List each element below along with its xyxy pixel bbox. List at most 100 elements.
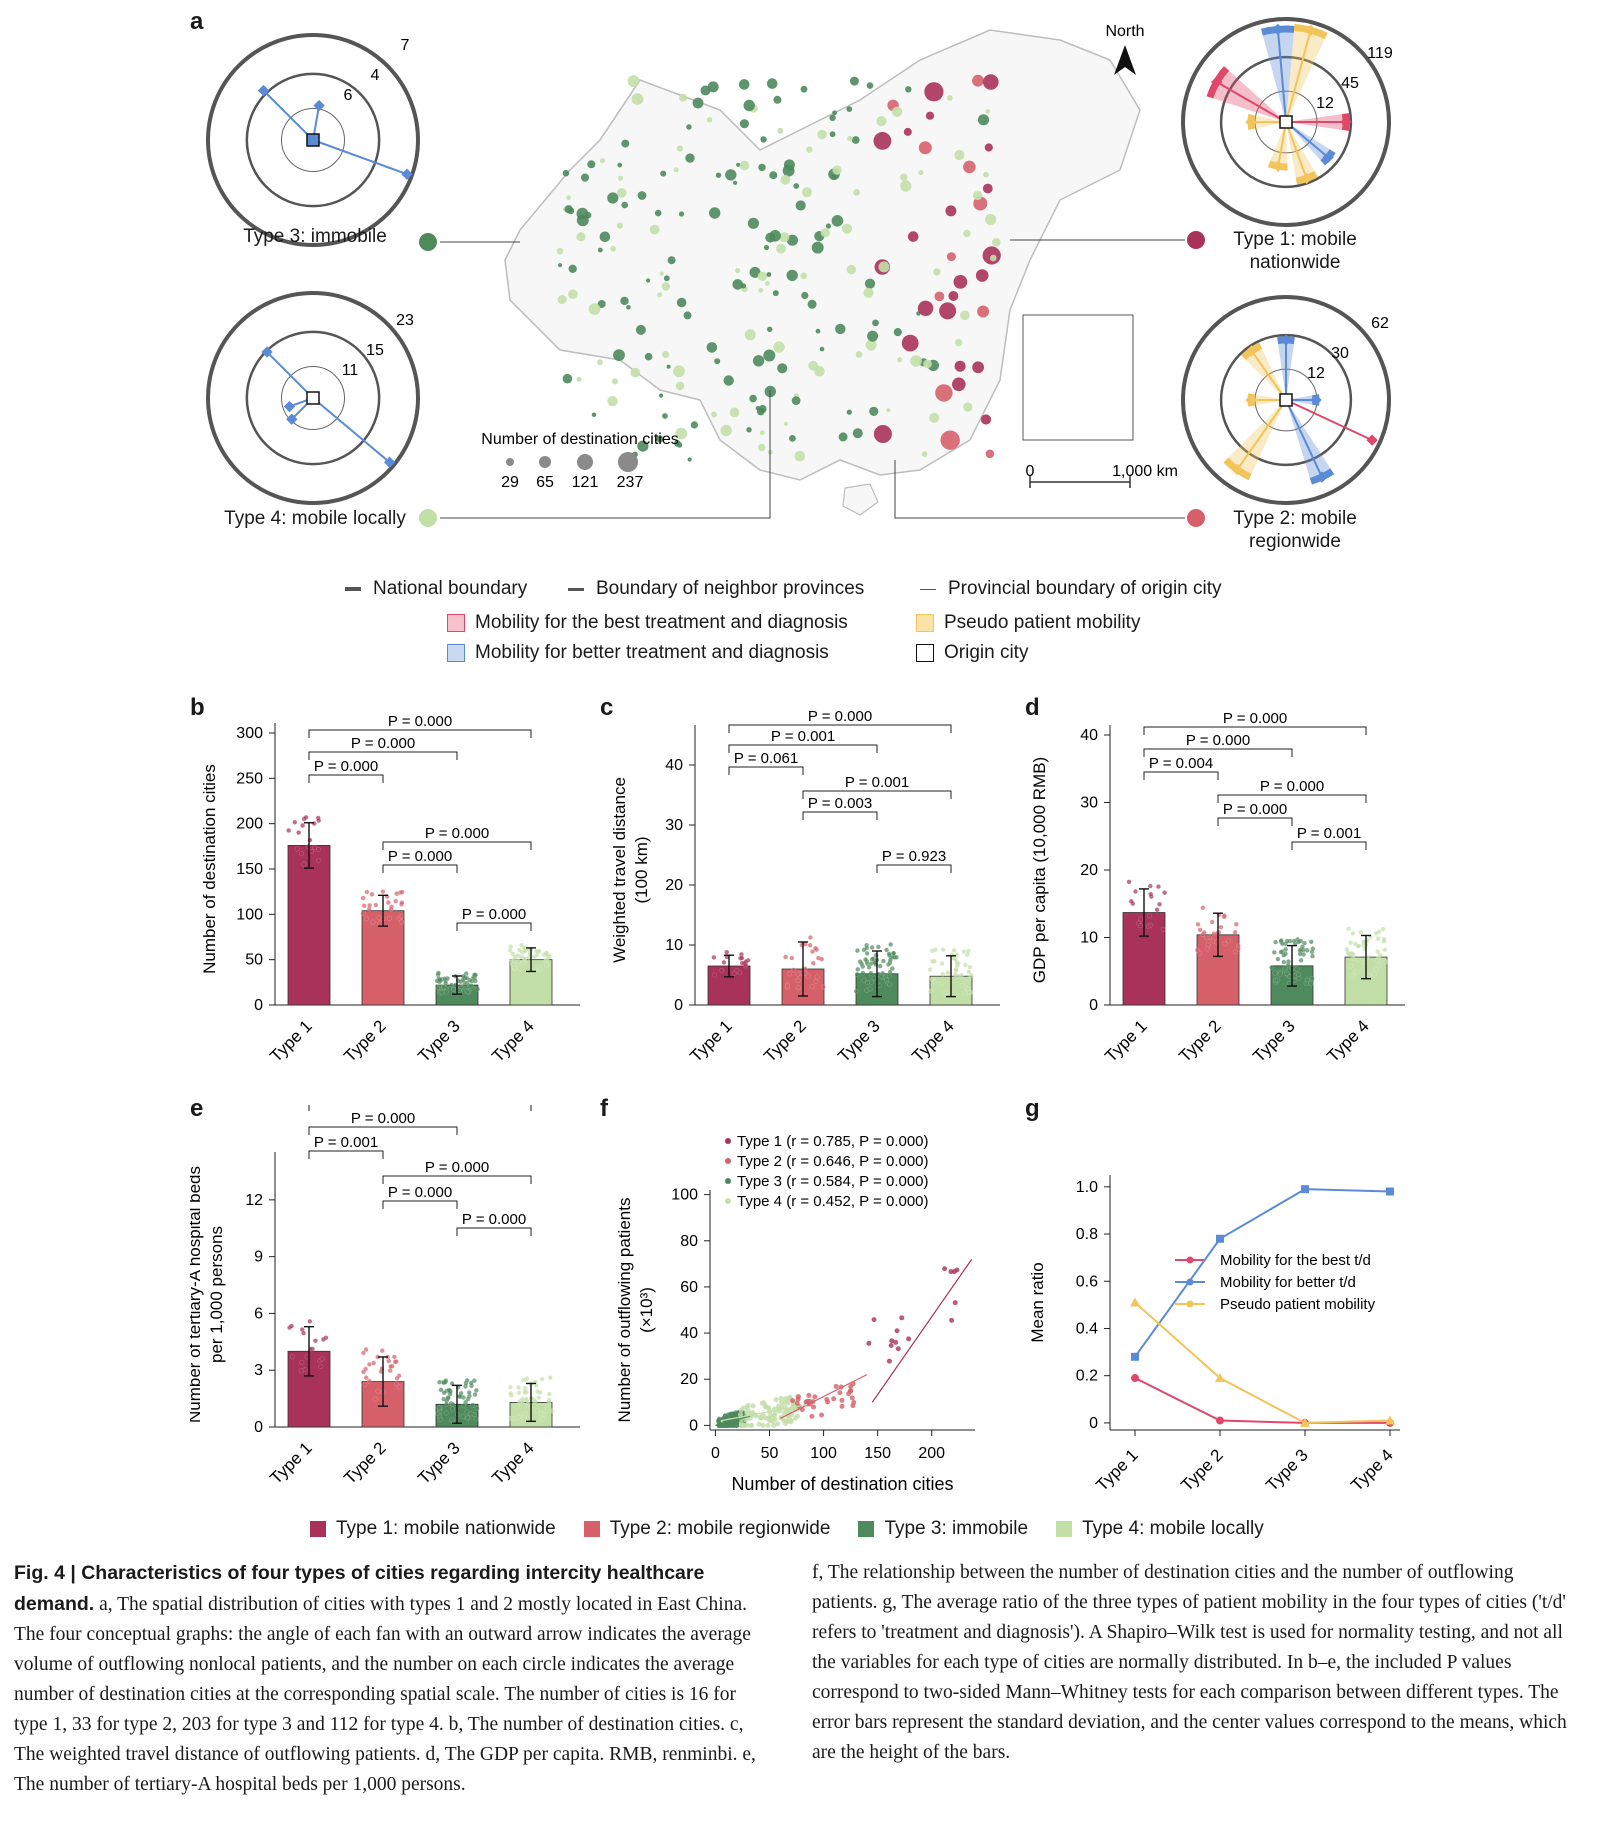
data-point (1273, 939, 1278, 945)
series-marker (1131, 1352, 1139, 1361)
y-tick-label: 250 (236, 770, 263, 787)
legend-marker (725, 1158, 731, 1164)
map-city-dot (749, 266, 761, 278)
map-city-dot (815, 328, 821, 334)
data-point (953, 956, 958, 962)
significance-bracket (1217, 817, 1293, 826)
arrow-head (1300, 172, 1313, 185)
mobility-fan (1286, 122, 1316, 182)
map-city-dot (921, 451, 928, 457)
scatter-point (750, 1410, 756, 1416)
map-city-dot (769, 230, 781, 242)
data-point (821, 984, 826, 990)
data-point (789, 955, 795, 961)
panel-label-f: f (600, 1095, 608, 1122)
y-axis-label: Number of outflowing patients (×10³) (615, 1198, 656, 1423)
data-point (1356, 943, 1362, 949)
data-point (888, 942, 894, 947)
scatter-point (775, 1421, 781, 1427)
p-value-label: P = 0.000 (351, 735, 415, 752)
y-axis-label: Weighted travel distance (100 km) (610, 777, 651, 963)
data-point (1281, 959, 1287, 965)
map-city-dot (591, 412, 597, 418)
scatter-point (743, 1417, 749, 1423)
map-city-dot (903, 127, 912, 136)
p-value-label: P = 0.001 (845, 774, 909, 791)
x-tick-label: Type 1 (1101, 1016, 1151, 1066)
data-point (399, 889, 405, 895)
map-city-dot (610, 246, 616, 252)
flow-arrow (312, 397, 391, 464)
map-city-dot (690, 421, 699, 429)
scatter-point (871, 1317, 877, 1323)
map-city-dot (939, 302, 957, 320)
x-tick-label: Type 4 (1323, 1016, 1373, 1066)
map-city-dot (801, 291, 809, 300)
data-point (1309, 975, 1315, 981)
x-tick-label: Type 3 (1249, 1016, 1299, 1066)
map-city-dot (820, 228, 830, 238)
arrow-head (1304, 24, 1317, 36)
data-point (1348, 940, 1354, 946)
map-city-dot (863, 287, 874, 298)
data-point (857, 959, 863, 964)
map-city-dot (873, 425, 892, 443)
data-point (1374, 958, 1380, 963)
data-point (449, 1417, 455, 1423)
y-tick-label: 80 (680, 1233, 698, 1250)
y-tick-label: 40 (680, 1325, 698, 1342)
data-point (1349, 973, 1355, 979)
map-city-dot (900, 173, 908, 181)
data-point (311, 821, 317, 826)
data-point (442, 976, 448, 982)
scatter-point (809, 1413, 815, 1419)
map-city-dot (876, 116, 887, 127)
data-point (309, 849, 315, 854)
data-point (321, 1337, 326, 1342)
data-point (547, 1391, 552, 1397)
map-city-dot (746, 427, 752, 433)
ring-label: 45 (1341, 75, 1359, 92)
data-point (522, 1386, 528, 1391)
data-point (1138, 916, 1144, 922)
data-point (319, 1356, 325, 1362)
map-city-dot (783, 421, 788, 426)
arrow-head (1366, 434, 1378, 446)
x-tick-label: Type 2 (1177, 1445, 1227, 1495)
data-point (465, 1396, 471, 1402)
map-city-dot (646, 278, 651, 283)
data-point (868, 970, 874, 976)
map-city-dot (676, 297, 687, 308)
map-city-dot (779, 232, 790, 243)
p-value-label: P = 0.000 (314, 758, 378, 775)
data-point (711, 955, 717, 960)
fit-line-type4 (720, 1404, 808, 1422)
ring-label: 119 (1367, 45, 1393, 62)
data-point (443, 989, 449, 995)
series-marker (1131, 1374, 1139, 1383)
map-city-dot (707, 81, 719, 93)
significance-bracket (456, 922, 532, 931)
inner-ring (281, 108, 345, 172)
x-tick-label: Type 4 (908, 1016, 958, 1066)
data-point (379, 1348, 385, 1354)
scatter-point (949, 1317, 955, 1323)
arrow-head (286, 413, 298, 425)
legend-label: Type 4 (r = 0.452, P = 0.000) (737, 1193, 929, 1210)
x-tick-label: Type 4 (488, 1016, 538, 1066)
data-point (1272, 970, 1278, 976)
map-city-dot (649, 224, 660, 235)
map-city-dot (982, 183, 993, 194)
map-city-dot (925, 111, 935, 120)
series-marker (1215, 1373, 1225, 1383)
map-city-dot (568, 289, 578, 300)
data-point (1303, 980, 1309, 986)
data-point (394, 1381, 400, 1387)
scatter-point (785, 1400, 791, 1406)
data-point (516, 1385, 521, 1390)
significance-bracket (308, 729, 532, 738)
data-point (543, 950, 549, 956)
map-city-dot (940, 430, 960, 450)
data-point (1160, 926, 1166, 932)
data-point (535, 1408, 540, 1414)
